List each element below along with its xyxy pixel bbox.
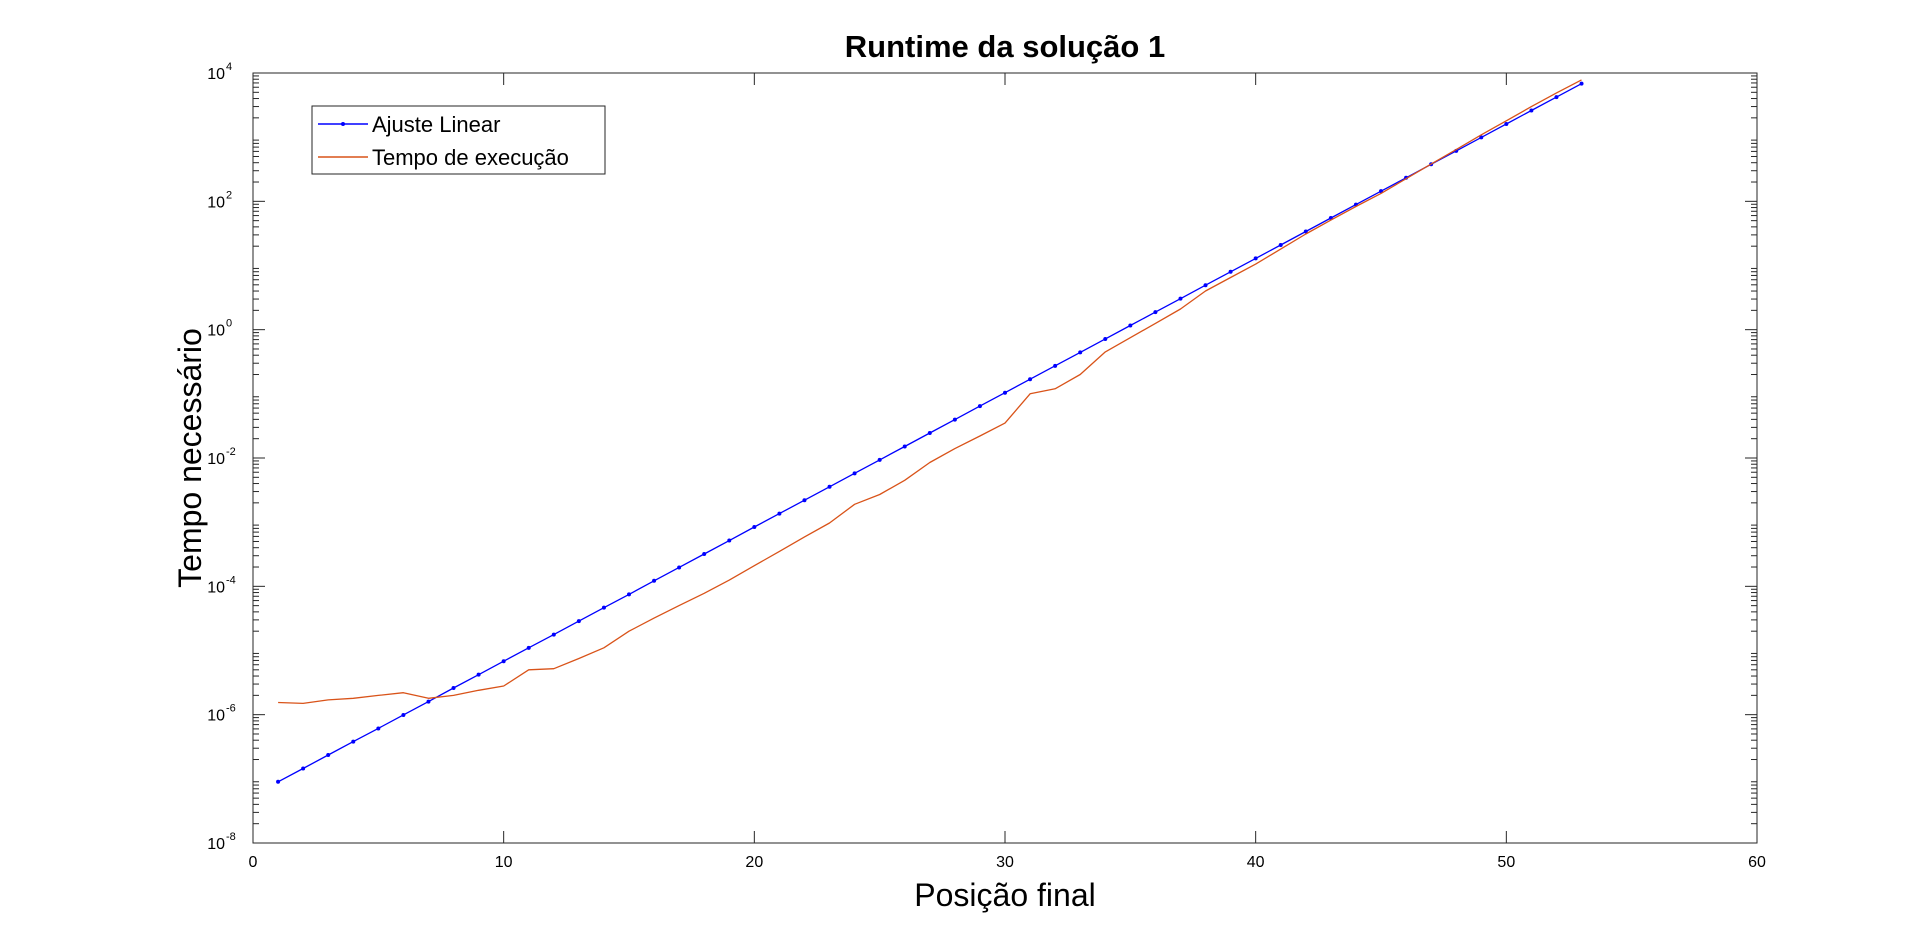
y-tick-label-exponent: -4 <box>226 574 236 586</box>
y-tick-label-exponent: 0 <box>226 318 232 330</box>
data-point-ajuste-linear <box>351 739 356 744</box>
data-point-ajuste-linear <box>576 619 581 624</box>
data-point-ajuste-linear <box>1228 269 1233 274</box>
y-tick-label: 10 <box>207 194 225 211</box>
data-point-ajuste-linear <box>301 766 306 771</box>
data-point-ajuste-linear <box>927 431 932 436</box>
data-point-ajuste-linear <box>852 471 857 476</box>
y-tick-label-exponent: -6 <box>226 703 236 715</box>
data-point-ajuste-linear <box>526 645 531 650</box>
x-tick-label: 30 <box>996 854 1014 871</box>
legend-marker-ajuste-linear <box>341 122 345 126</box>
legend-label-ajuste-linear: Ajuste Linear <box>372 112 500 137</box>
x-tick-label: 40 <box>1247 854 1265 871</box>
data-point-ajuste-linear <box>1103 336 1108 341</box>
data-point-ajuste-linear <box>1028 377 1033 382</box>
y-tick-label-exponent: 4 <box>226 61 232 73</box>
data-point-ajuste-linear <box>1253 256 1258 261</box>
data-point-ajuste-linear <box>977 404 982 409</box>
y-tick-label: 10 <box>207 451 225 468</box>
data-point-ajuste-linear <box>652 578 657 583</box>
data-point-ajuste-linear <box>1579 81 1584 86</box>
data-point-ajuste-linear <box>627 592 631 597</box>
y-tick-label: 10 <box>207 708 225 725</box>
x-tick-label: 20 <box>745 854 763 871</box>
x-axis-label: Posição final <box>914 877 1095 913</box>
plot-frame <box>252 72 1758 844</box>
y-tick-label: 10 <box>207 836 225 853</box>
data-point-ajuste-linear <box>1078 350 1083 355</box>
data-point-ajuste-linear <box>1153 310 1158 315</box>
x-tick-label: 10 <box>495 854 513 871</box>
data-point-ajuste-linear <box>802 498 807 503</box>
data-point-ajuste-linear <box>401 712 406 717</box>
legend-label-tempo-de-execucao: Tempo de execução <box>372 145 569 170</box>
data-point-ajuste-linear <box>501 659 506 664</box>
legend: Ajuste Linear Tempo de execução <box>311 105 606 175</box>
data-point-ajuste-linear <box>752 525 757 530</box>
data-point-ajuste-linear <box>1554 95 1559 100</box>
data-point-ajuste-linear <box>1178 296 1183 301</box>
data-point-ajuste-linear <box>476 672 481 677</box>
series-layer <box>276 79 1584 784</box>
data-point-ajuste-linear <box>601 605 606 610</box>
data-point-ajuste-linear <box>1303 229 1308 234</box>
data-point-ajuste-linear <box>1128 323 1133 328</box>
data-point-ajuste-linear <box>902 444 907 449</box>
data-point-ajuste-linear <box>702 552 707 557</box>
data-point-ajuste-linear <box>777 511 782 516</box>
y-tick-label: 10 <box>207 579 225 596</box>
x-tick-label: 60 <box>1748 854 1766 871</box>
data-point-ajuste-linear <box>1003 390 1007 395</box>
data-point-ajuste-linear <box>677 565 682 570</box>
data-point-ajuste-linear <box>1504 121 1509 126</box>
series-line-tempo-de-execucao <box>278 79 1582 705</box>
chart-title: Runtime da solução 1 <box>845 29 1165 64</box>
data-point-ajuste-linear <box>1203 283 1208 288</box>
data-point-ajuste-linear <box>326 753 331 758</box>
data-point-ajuste-linear <box>276 779 281 784</box>
data-point-ajuste-linear <box>551 632 556 637</box>
y-tick-label-exponent: -8 <box>226 831 236 843</box>
data-point-ajuste-linear <box>1278 242 1283 247</box>
y-tick-label-exponent: 2 <box>226 189 232 201</box>
data-point-ajuste-linear <box>877 457 882 462</box>
y-tick-label: 10 <box>207 323 225 340</box>
data-point-ajuste-linear <box>827 484 832 489</box>
data-point-ajuste-linear <box>1053 363 1058 368</box>
data-point-ajuste-linear <box>952 417 957 422</box>
data-point-ajuste-linear <box>1529 108 1534 113</box>
y-axis-label: Tempo necessário <box>172 328 208 588</box>
x-tick-label: 0 <box>249 854 258 871</box>
y-tick-label-exponent: -2 <box>226 446 236 458</box>
data-point-ajuste-linear <box>376 726 381 731</box>
y-tick-label: 10 <box>207 66 225 83</box>
data-point-ajuste-linear <box>727 538 732 543</box>
data-point-ajuste-linear <box>426 699 431 704</box>
x-tick-label: 50 <box>1497 854 1515 871</box>
data-point-ajuste-linear <box>1479 135 1484 140</box>
data-point-ajuste-linear <box>451 686 456 691</box>
plot-area <box>253 73 1757 843</box>
legend-box <box>311 105 606 175</box>
